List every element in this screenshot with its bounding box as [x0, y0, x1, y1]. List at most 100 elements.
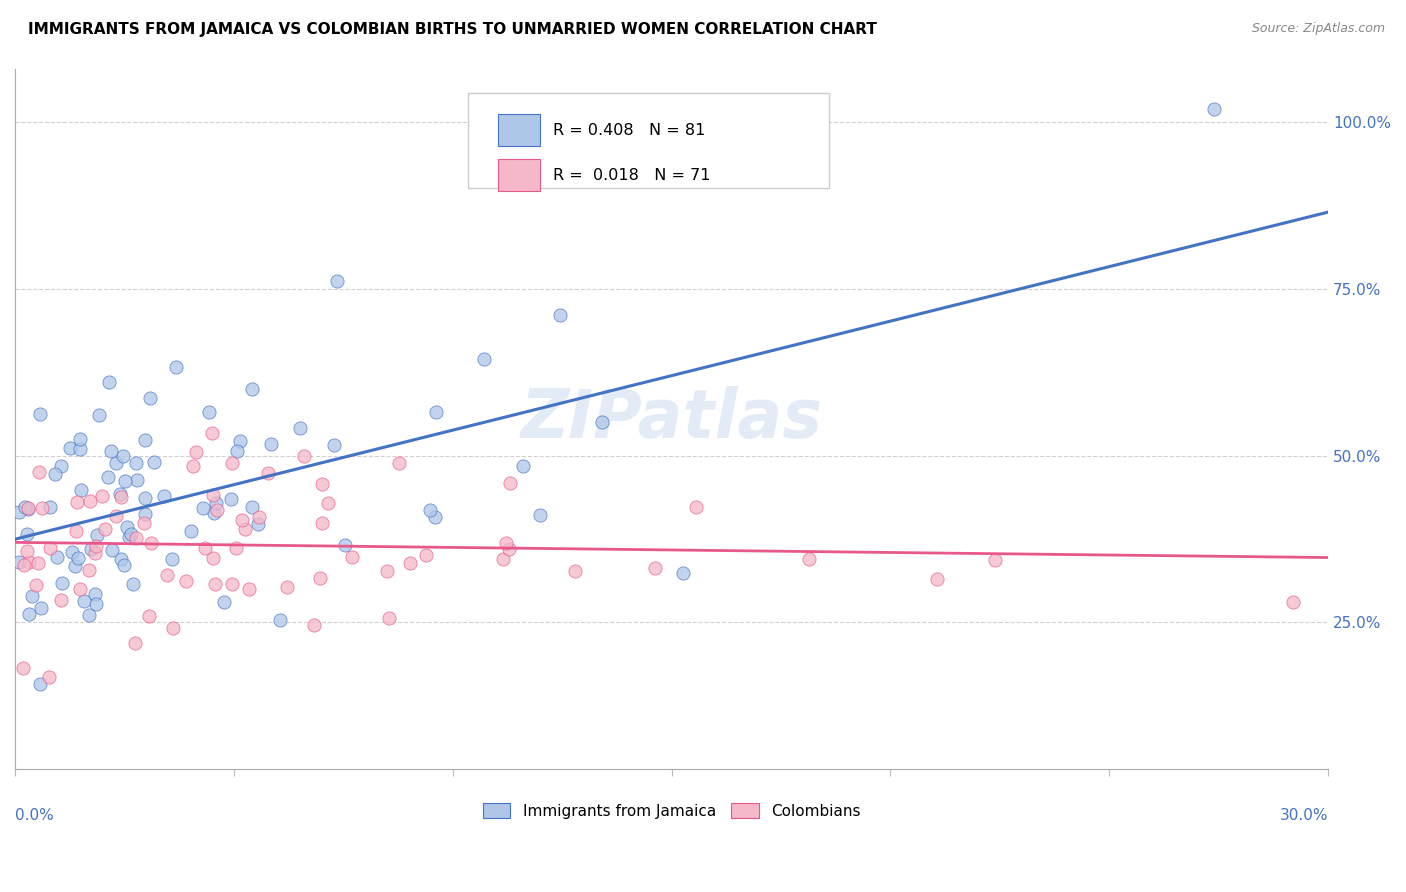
Point: [548, 308, 571, 322]
Point: [66, 495, 89, 509]
Point: [221, 456, 243, 470]
Point: [202, 506, 225, 520]
Point: [1282, 595, 1305, 609]
Point: [28, 407, 51, 421]
Point: [685, 500, 707, 514]
Point: [122, 576, 145, 591]
Point: [183, 459, 205, 474]
Point: [79, 493, 101, 508]
Point: [66, 551, 89, 566]
Point: [498, 541, 520, 556]
Point: [311, 476, 333, 491]
Point: [18, 555, 41, 569]
Point: [139, 536, 162, 550]
Point: [69, 582, 91, 597]
Point: [125, 531, 148, 545]
Point: [204, 576, 226, 591]
Text: ZIPatlas: ZIPatlas: [520, 386, 823, 452]
Point: [927, 572, 949, 586]
Text: IMMIGRANTS FROM JAMAICA VS COLOMBIAN BIRTHS TO UNMARRIED WOMEN CORRELATION CHART: IMMIGRANTS FROM JAMAICA VS COLOMBIAN BIR…: [28, 22, 877, 37]
Point: [276, 580, 298, 594]
Point: [1204, 102, 1226, 116]
Point: [221, 491, 243, 506]
Point: [105, 456, 128, 470]
Point: [8, 505, 31, 519]
Point: [212, 595, 235, 609]
Point: [11, 661, 34, 675]
Point: [269, 613, 291, 627]
Point: [73, 594, 96, 608]
Point: [97, 470, 120, 484]
Point: [13, 558, 35, 572]
Point: [114, 474, 136, 488]
Point: [202, 550, 225, 565]
Point: [91, 489, 114, 503]
Point: [51, 576, 73, 591]
Point: [184, 445, 207, 459]
Point: [153, 489, 176, 503]
FancyBboxPatch shape: [468, 93, 830, 187]
Point: [44, 467, 66, 481]
Point: [340, 550, 363, 565]
Point: [492, 551, 515, 566]
Point: [97, 375, 120, 389]
Point: [240, 383, 263, 397]
Point: [65, 524, 87, 538]
Point: [115, 520, 138, 534]
Point: [134, 433, 156, 447]
Point: [423, 510, 446, 524]
Point: [38, 500, 60, 514]
Point: [30, 601, 52, 615]
Point: [86, 539, 108, 553]
Point: [132, 516, 155, 531]
Point: [28, 677, 51, 691]
Point: [318, 496, 340, 510]
Point: [207, 502, 229, 516]
Point: [419, 503, 441, 517]
Point: [111, 449, 134, 463]
Point: [83, 587, 105, 601]
Point: [110, 486, 132, 500]
Point: [21, 590, 44, 604]
Point: [125, 456, 148, 470]
Point: [143, 455, 166, 469]
Point: [302, 617, 325, 632]
Point: [288, 421, 311, 435]
Point: [70, 483, 93, 497]
Point: [49, 592, 72, 607]
Point: [205, 496, 228, 510]
Point: [512, 459, 534, 474]
Point: [309, 571, 332, 585]
Point: [165, 360, 187, 375]
Point: [247, 510, 270, 524]
FancyBboxPatch shape: [498, 114, 540, 146]
Point: [240, 500, 263, 514]
Point: [134, 508, 156, 522]
Point: [134, 491, 156, 505]
Legend: Immigrants from Jamaica, Colombians: Immigrants from Jamaica, Colombians: [477, 797, 866, 825]
Point: [399, 557, 422, 571]
Point: [87, 409, 110, 423]
Text: Source: ZipAtlas.com: Source: ZipAtlas.com: [1251, 22, 1385, 36]
Point: [18, 607, 41, 622]
Point: [59, 441, 82, 455]
Point: [38, 541, 60, 555]
Point: [110, 490, 132, 504]
Point: [84, 546, 107, 560]
Point: [27, 556, 49, 570]
Point: [94, 522, 117, 536]
Point: [311, 516, 333, 531]
Point: [139, 392, 162, 406]
Point: [38, 670, 60, 684]
Point: [117, 530, 139, 544]
Point: [229, 434, 252, 448]
Point: [60, 545, 83, 559]
Point: [194, 541, 217, 555]
Point: [160, 552, 183, 566]
Point: [162, 621, 184, 635]
Point: [156, 567, 179, 582]
Point: [101, 542, 124, 557]
Point: [80, 541, 103, 556]
Point: [202, 488, 225, 502]
Text: R = 0.408   N = 81: R = 0.408 N = 81: [554, 123, 706, 137]
